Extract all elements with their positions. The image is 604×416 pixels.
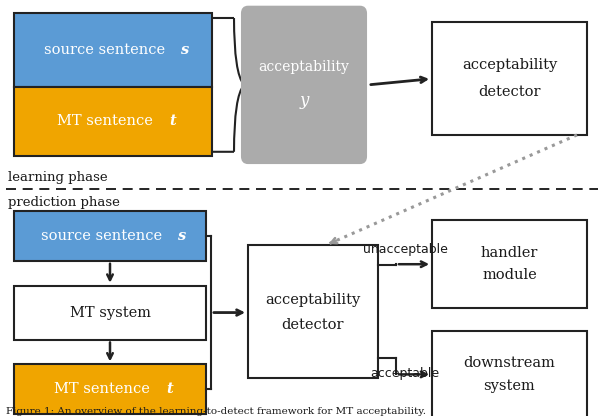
- FancyBboxPatch shape: [14, 211, 206, 261]
- FancyBboxPatch shape: [14, 13, 212, 87]
- FancyBboxPatch shape: [432, 220, 587, 308]
- Text: detector: detector: [478, 85, 541, 99]
- Text: Figure 1: An overview of the learning-to-detect framework for MT acceptability.: Figure 1: An overview of the learning-to…: [6, 407, 426, 416]
- Text: system: system: [484, 379, 535, 393]
- FancyBboxPatch shape: [248, 245, 378, 378]
- Text: acceptability: acceptability: [265, 293, 361, 307]
- Text: downstream: downstream: [463, 356, 556, 370]
- Text: acceptability: acceptability: [259, 60, 350, 74]
- Text: acceptable: acceptable: [370, 366, 440, 379]
- Text: unacceptable: unacceptable: [362, 243, 448, 256]
- Text: s: s: [180, 43, 188, 57]
- FancyBboxPatch shape: [432, 331, 587, 416]
- Text: detector: detector: [281, 318, 344, 332]
- FancyBboxPatch shape: [432, 22, 587, 135]
- Text: t: t: [167, 382, 173, 396]
- Text: t: t: [170, 114, 176, 129]
- Text: MT system: MT system: [69, 306, 150, 319]
- Text: module: module: [482, 268, 537, 282]
- Text: acceptability: acceptability: [462, 58, 557, 72]
- FancyBboxPatch shape: [14, 87, 212, 156]
- Text: prediction phase: prediction phase: [8, 196, 120, 209]
- Text: learning phase: learning phase: [8, 171, 108, 184]
- Text: MT sentence: MT sentence: [57, 114, 157, 129]
- FancyBboxPatch shape: [242, 7, 366, 163]
- Text: s: s: [177, 229, 185, 243]
- Text: handler: handler: [481, 246, 538, 260]
- Text: MT sentence: MT sentence: [54, 382, 154, 396]
- Text: source sentence: source sentence: [44, 43, 170, 57]
- Text: y: y: [300, 92, 309, 109]
- Text: source sentence: source sentence: [41, 229, 167, 243]
- FancyBboxPatch shape: [14, 285, 206, 339]
- FancyBboxPatch shape: [14, 364, 206, 414]
